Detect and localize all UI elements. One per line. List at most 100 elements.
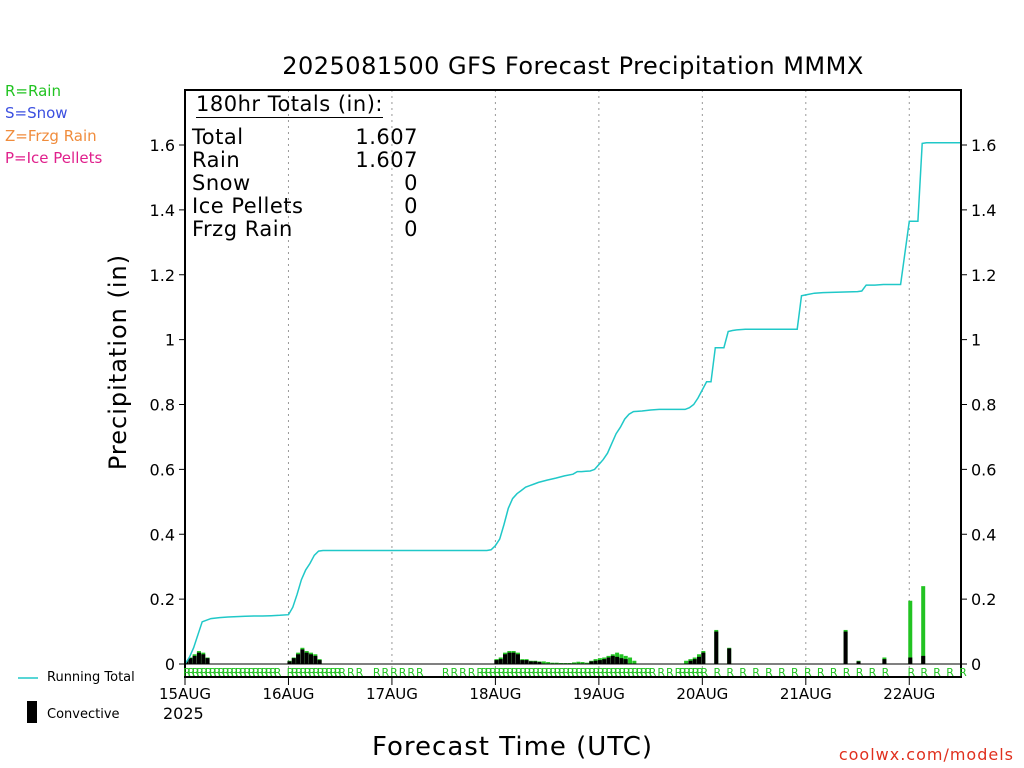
ptype-marker: R [532, 666, 540, 679]
ptype-marker: R [494, 666, 502, 679]
grid-layer [287, 90, 910, 677]
ptype-marker: R [575, 666, 583, 679]
convective-bar [498, 659, 503, 664]
ptype-marker: R [330, 666, 338, 679]
ptype-marker: R [485, 666, 493, 679]
ptype-marker: R [558, 666, 566, 679]
convective-bar [727, 648, 732, 664]
ptype-marker: R [959, 666, 967, 679]
convective-bar [623, 659, 628, 664]
rain-bar [541, 661, 546, 664]
convective-bar [300, 649, 305, 664]
ptype-marker: R [817, 666, 825, 679]
y-tick-label: 0 [165, 655, 175, 674]
convective-bar [597, 660, 602, 664]
x-tick-label: 18AUG [469, 685, 521, 703]
y-tick-label: 1 [165, 331, 175, 350]
ptype-marker: R [274, 666, 282, 679]
ptype-marker: R [933, 666, 941, 679]
key-layer [18, 677, 38, 723]
convective-bar [688, 660, 693, 664]
ptype-marker: R [218, 666, 226, 679]
ptype-legend-frzg-rain: Z=Frzg Rain [5, 127, 97, 145]
convective-bar [188, 658, 193, 664]
rain-bar [632, 660, 637, 664]
rain-bar [572, 662, 576, 664]
ptype-marker: R [524, 666, 532, 679]
convective-bar [192, 655, 197, 664]
rain-bar [908, 600, 913, 664]
ptype-marker: R [304, 666, 312, 679]
ptype-marker: R [515, 666, 523, 679]
ptype-marker: R [657, 666, 665, 679]
ptype-marker: R [300, 666, 308, 679]
convective-bar [503, 654, 508, 664]
ptype-marker: R [752, 666, 760, 679]
convective-bar [494, 660, 499, 664]
ptype-marker: R [308, 666, 316, 679]
rain-bar [584, 662, 589, 664]
chart-title: 2025081500 GFS Forecast Precipitation MM… [282, 52, 864, 80]
totals-label-snow: Snow [192, 171, 251, 195]
ptype-marker: R [666, 666, 674, 679]
x-tick-label: 15AUG [159, 685, 211, 703]
ptype-marker: R [597, 666, 605, 679]
ptype-marker: R [636, 666, 644, 679]
convective-key-swatch [27, 701, 37, 723]
ptype-marker: R [334, 666, 342, 679]
ptype-marker: R [791, 666, 799, 679]
totals-value-ice-pellets: 0 [404, 194, 418, 218]
ptype-marker: R [856, 666, 864, 679]
line-layer [184, 141, 961, 665]
ptype-marker: R [442, 666, 450, 679]
y-tick-label-right: 0 [971, 655, 981, 674]
ptype-marker: R [416, 666, 424, 679]
ptype-marker: R [226, 666, 234, 679]
x-tick-label: 20AUG [676, 685, 728, 703]
ptype-marker: R [476, 666, 484, 679]
ptype-marker: R [614, 666, 622, 679]
convective-bar [692, 659, 697, 664]
convective-bar [515, 654, 520, 664]
y-tick-label-right: 0.6 [971, 460, 996, 479]
ptype-marker: R [882, 666, 890, 679]
ptype-marker: R [291, 666, 299, 679]
totals-value-snow: 0 [404, 171, 418, 195]
rain-bar [546, 662, 551, 664]
ptype-marker: R [317, 666, 325, 679]
rain-bar [921, 586, 926, 664]
ptype-marker: R [244, 666, 252, 679]
ptype-marker: R [528, 666, 536, 679]
ptype-legend-ice-pellets: P=Ice Pellets [5, 149, 103, 167]
ptype-marker: R [571, 666, 579, 679]
ptype-marker: R [450, 666, 458, 679]
ptype-marker: R [407, 666, 415, 679]
credit-link[interactable]: coolwx.com/models [838, 745, 1014, 764]
ptype-marker: R [713, 666, 721, 679]
ptype-marker: R [554, 666, 562, 679]
ptype-marker: R [231, 666, 239, 679]
convective-bar [697, 656, 702, 664]
totals-label-ice-pellets: Ice Pellets [192, 194, 304, 218]
ptype-marker: R [235, 666, 243, 679]
y-tick-label: 0.8 [150, 396, 175, 415]
convective-bar [714, 631, 719, 664]
ptype-marker: R [675, 666, 683, 679]
ptype-marker: R [632, 666, 640, 679]
ptype-marker: R [459, 666, 467, 679]
convective-bar [908, 657, 913, 664]
totals-value-total: 1.607 [355, 125, 418, 149]
y-tick-label-right: 1.6 [971, 136, 996, 155]
convective-bar [291, 658, 296, 664]
running-total-key-label: Running Total [47, 670, 135, 685]
ptype-marker: R [610, 666, 618, 679]
ptype-marker: R [347, 666, 355, 679]
y-axis-label: Precipitation (in) [104, 253, 132, 471]
y-tick-label: 1.6 [150, 136, 175, 155]
rain-bar [550, 662, 555, 664]
ptype-marker: R [696, 666, 704, 679]
ptype-marker: R [287, 666, 295, 679]
ptype-marker: R [511, 666, 519, 679]
